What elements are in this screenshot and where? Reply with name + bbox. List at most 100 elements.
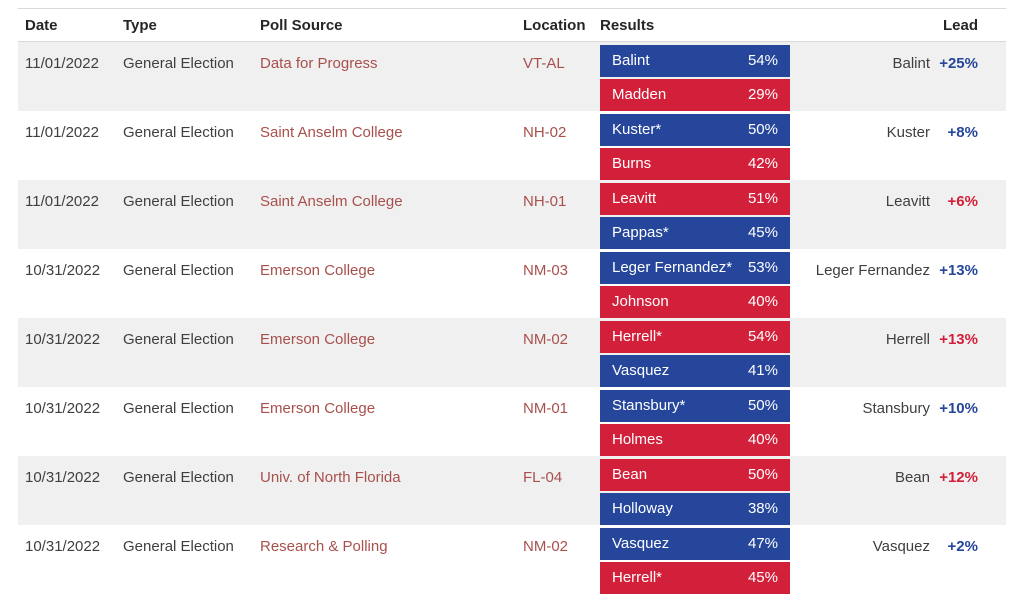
candidate-name: Bean xyxy=(612,466,648,483)
poll-date: 10/31/2022 xyxy=(25,262,101,279)
lead-cell: Kuster +8% xyxy=(790,111,1006,180)
result-bar-rep: Herrell* 45% xyxy=(600,562,790,594)
candidate-percent: 50% xyxy=(747,397,778,414)
results-bars: Vasquez 47% Herrell* 45% xyxy=(600,525,790,594)
lead-cell: Vasquez +2% xyxy=(790,525,1006,594)
poll-type: General Election xyxy=(123,55,234,72)
poll-location-link[interactable]: NH-01 xyxy=(523,193,567,210)
poll-date: 10/31/2022 xyxy=(25,331,101,348)
lead-cell: Stansbury +10% xyxy=(790,387,1006,456)
candidate-name: Herrell* xyxy=(612,569,663,586)
candidate-percent: 51% xyxy=(747,190,778,207)
poll-location-link[interactable]: FL-04 xyxy=(523,469,563,486)
poll-source-link[interactable]: Saint Anselm College xyxy=(260,124,403,141)
lead-margin-value: +2% xyxy=(947,538,978,555)
poll-source-link[interactable]: Research & Polling xyxy=(260,538,388,555)
poll-date: 10/31/2022 xyxy=(25,469,101,486)
candidate-name: Johnson xyxy=(612,293,669,310)
candidate-name: Leger Fernandez* xyxy=(612,259,733,276)
lead-margin-value: +8% xyxy=(947,124,978,141)
results-bars: Leavitt 51% Pappas* 45% xyxy=(600,180,790,249)
poll-location-link[interactable]: NM-01 xyxy=(523,400,569,417)
result-bar-dem: Holloway 38% xyxy=(600,493,790,525)
result-bar-dem: Leger Fernandez* 53% xyxy=(600,252,790,284)
results-bars: Bean 50% Holloway 38% xyxy=(600,456,790,525)
table-body: 11/01/2022 General Election Data for Progr… xyxy=(18,42,1006,594)
table-header-row: Date Type Poll Source Location Results L… xyxy=(18,9,1006,42)
results-bars: Leger Fernandez* 53% Johnson 40% xyxy=(600,249,790,318)
poll-source-link[interactable]: Saint Anselm College xyxy=(260,193,403,210)
table-row: 10/31/2022 General Election Research & Pol… xyxy=(18,525,1006,594)
result-bar-dem: Balint 54% xyxy=(600,45,790,77)
poll-source-link[interactable]: Emerson College xyxy=(260,262,376,279)
candidate-name: Vasquez xyxy=(612,362,670,379)
polls-table: Date Type Poll Source Location Results L… xyxy=(18,8,1006,594)
poll-source-link[interactable]: Emerson College xyxy=(260,400,376,417)
results-bars: Stansbury* 50% Holmes 40% xyxy=(600,387,790,456)
lead-candidate-name: Bean xyxy=(894,469,930,486)
candidate-name: Pappas* xyxy=(612,224,669,241)
candidate-percent: 45% xyxy=(747,569,778,586)
lead-margin-value: +25% xyxy=(939,55,978,72)
lead-candidate-name: Stansbury xyxy=(862,400,930,417)
column-header-type: Type xyxy=(123,16,157,34)
results-bars: Kuster* 50% Burns 42% xyxy=(600,111,790,180)
candidate-name: Vasquez xyxy=(612,535,670,552)
result-bar-rep: Burns 42% xyxy=(600,148,790,180)
column-header-poll-source: Poll Source xyxy=(260,16,343,34)
candidate-percent: 53% xyxy=(747,259,778,276)
lead-cell: Bean +12% xyxy=(790,456,1006,525)
candidate-name: Herrell* xyxy=(612,328,663,345)
poll-date: 10/31/2022 xyxy=(25,538,101,555)
result-bar-rep: Bean 50% xyxy=(600,459,790,491)
poll-date: 10/31/2022 xyxy=(25,400,101,417)
candidate-percent: 54% xyxy=(747,52,778,69)
result-bar-dem: Pappas* 45% xyxy=(600,217,790,249)
lead-candidate-name: Vasquez xyxy=(872,538,930,555)
poll-type: General Election xyxy=(123,469,234,486)
candidate-name: Kuster* xyxy=(612,121,662,138)
candidate-percent: 54% xyxy=(747,328,778,345)
candidate-percent: 50% xyxy=(747,466,778,483)
lead-margin-value: +6% xyxy=(947,193,978,210)
poll-type: General Election xyxy=(123,538,234,555)
lead-margin-value: +10% xyxy=(939,400,978,417)
poll-location-link[interactable]: NH-02 xyxy=(523,124,567,141)
poll-type: General Election xyxy=(123,262,234,279)
table-row: 10/31/2022 General Election Emerson Colleg… xyxy=(18,249,1006,318)
candidate-name: Burns xyxy=(612,155,652,172)
result-bar-dem: Stansbury* 50% xyxy=(600,390,790,422)
candidate-name: Madden xyxy=(612,86,667,103)
results-bars: Herrell* 54% Vasquez 41% xyxy=(600,318,790,387)
candidate-percent: 50% xyxy=(747,121,778,138)
candidate-percent: 47% xyxy=(747,535,778,552)
lead-candidate-name: Balint xyxy=(892,55,930,72)
candidate-percent: 38% xyxy=(747,500,778,517)
candidate-percent: 29% xyxy=(747,86,778,103)
result-bar-rep: Holmes 40% xyxy=(600,424,790,456)
lead-margin-value: +13% xyxy=(939,331,978,348)
table-row: 11/01/2022 General Election Saint Anselm C… xyxy=(18,180,1006,249)
poll-source-link[interactable]: Data for Progress xyxy=(260,55,378,72)
poll-source-link[interactable]: Univ. of North Florida xyxy=(260,469,401,486)
poll-source-link[interactable]: Emerson College xyxy=(260,331,376,348)
poll-location-link[interactable]: VT-AL xyxy=(523,55,565,72)
result-bar-rep: Leavitt 51% xyxy=(600,183,790,215)
poll-date: 11/01/2022 xyxy=(25,193,99,210)
table-row: 10/31/2022 General Election Emerson Colleg… xyxy=(18,318,1006,387)
lead-candidate-name: Herrell xyxy=(885,331,930,348)
poll-location-link[interactable]: NM-03 xyxy=(523,262,569,279)
lead-candidate-name: Kuster xyxy=(886,124,930,141)
column-header-lead: Lead xyxy=(942,16,978,34)
result-bar-rep: Herrell* 54% xyxy=(600,321,790,353)
poll-location-link[interactable]: NM-02 xyxy=(523,538,569,555)
table-row: 11/01/2022 General Election Saint Anselm C… xyxy=(18,111,1006,180)
poll-type: General Election xyxy=(123,124,234,141)
result-bar-dem: Vasquez 47% xyxy=(600,528,790,560)
column-header-location: Location xyxy=(523,16,586,34)
poll-type: General Election xyxy=(123,331,234,348)
column-header-results: Results xyxy=(600,16,655,34)
poll-location-link[interactable]: NM-02 xyxy=(523,331,569,348)
poll-type: General Election xyxy=(123,400,234,417)
lead-margin-value: +12% xyxy=(939,469,978,486)
